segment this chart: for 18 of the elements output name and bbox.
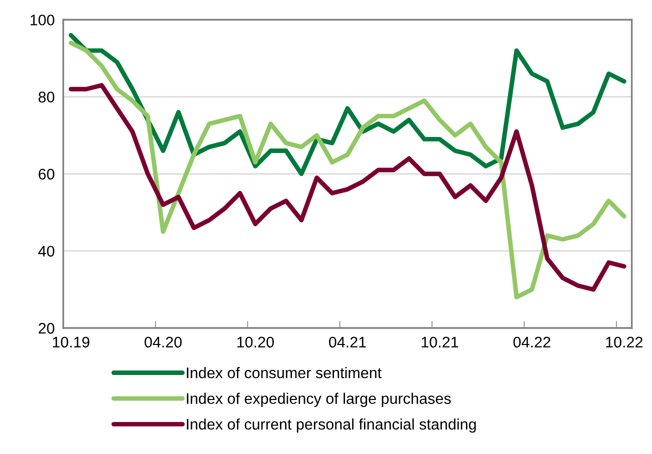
x-tick-label: 10.19 xyxy=(52,336,90,348)
y-tick-label: 40 xyxy=(38,246,54,257)
y-tick-label: 100 xyxy=(30,14,54,26)
legend-label: Index of current personal financial standing xyxy=(186,418,476,433)
x-tick-label: 10.20 xyxy=(237,336,274,348)
y-tick-label: 20 xyxy=(38,322,54,334)
x-tick-label: 04.21 xyxy=(329,336,366,348)
legend-label: Index of consumer sentiment xyxy=(186,367,382,378)
x-tick-label: 04.22 xyxy=(513,336,550,348)
y-tick-label: 60 xyxy=(38,168,54,180)
line-series xyxy=(68,40,626,300)
line-series xyxy=(68,32,626,176)
legend-label: Index of expediency of large purchases xyxy=(186,392,451,407)
x-tick-label: 10.21 xyxy=(422,336,458,348)
y-tick-label: 80 xyxy=(38,92,54,102)
line-series xyxy=(68,83,626,292)
x-tick-label: 04.20 xyxy=(144,336,182,348)
x-tick-label: 10.22 xyxy=(606,336,642,348)
